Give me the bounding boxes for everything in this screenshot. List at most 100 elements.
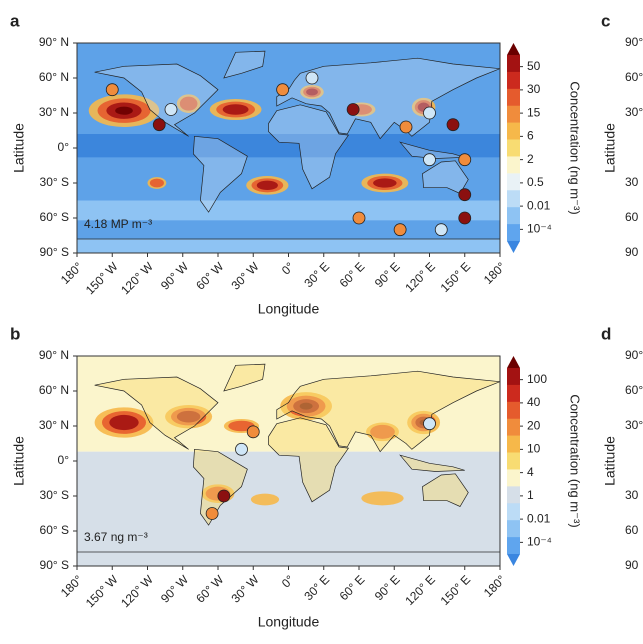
hotspot [361, 491, 404, 506]
hotspot [222, 104, 249, 115]
x-tick-label: 150° E [438, 572, 473, 607]
x-axis-title: Longitude [258, 301, 320, 317]
sample-site [458, 153, 472, 167]
south-band [77, 200, 500, 221]
sample-site [246, 425, 260, 439]
y-tick-label: 60 [625, 210, 639, 224]
y-tick-label: 60° N [39, 383, 69, 397]
y-tick-label: 30° [625, 105, 643, 119]
x-tick-label: 150° W [83, 259, 121, 297]
y-tick-label: 90° N [39, 348, 69, 362]
x-tick-label: 60° W [193, 259, 227, 293]
antarctica [77, 551, 500, 566]
x-tick-label: 150° W [83, 572, 121, 610]
y-tick-label: 30 [625, 175, 639, 189]
colorbar-segment [507, 156, 520, 174]
hotspot [149, 178, 164, 188]
colorbar-segment [507, 435, 520, 453]
x-tick-label: 90° E [372, 259, 403, 290]
colorbar-segment [507, 503, 520, 521]
sample-site [217, 489, 231, 503]
y-tick-label: 0° [58, 453, 70, 467]
colorbar-segment [507, 537, 520, 555]
y-axis-title: Latitude [602, 123, 618, 173]
sample-site [352, 211, 366, 225]
sample-site [434, 223, 448, 237]
x-tick-label: 90° W [158, 572, 192, 606]
hotspot [250, 493, 280, 506]
y-tick-label: 90° N [39, 35, 69, 49]
sample-site [205, 507, 219, 520]
x-tick-label: 0° [279, 572, 297, 590]
x-tick-label: 120° W [118, 572, 156, 610]
y-tick-label: 30° S [40, 488, 69, 502]
x-tick-label: 30° E [301, 259, 332, 290]
colorbar-tick-label: 0.01 [527, 511, 551, 525]
sample-site [458, 211, 472, 225]
coastline [94, 376, 219, 450]
colorbar-tick-label: 6 [527, 129, 534, 143]
colorbar-tick-label: 30 [527, 82, 541, 96]
x-tick-label: 120° W [118, 259, 156, 297]
sample-site [276, 83, 290, 97]
x-tick-label: 30° E [301, 572, 332, 603]
colorbar-segment [507, 55, 520, 73]
hotspot [370, 424, 395, 439]
colorbar-tick-label: 15 [527, 105, 541, 119]
colorbar-segment [507, 368, 520, 386]
colorbar-segment [507, 520, 520, 538]
coastline [94, 63, 219, 137]
colorbar-extend-top [507, 43, 520, 55]
hotspot [109, 414, 139, 431]
map [77, 43, 500, 253]
colorbar-tick-label: 100 [527, 372, 547, 386]
colorbar-segment [507, 139, 520, 157]
hotspot [176, 410, 201, 423]
coastline [422, 473, 469, 507]
colorbar-segment [507, 190, 520, 208]
panel-label: a [10, 11, 20, 30]
colorbar-tick-label: 2 [527, 152, 534, 166]
coastline [276, 370, 500, 453]
sample-site [458, 188, 472, 202]
colorbar-tick-label: 10⁻⁴ [527, 222, 552, 236]
map [77, 356, 500, 566]
colorbar-tick-label: 0.5 [527, 175, 544, 189]
y-tick-label: 90° S [40, 245, 69, 259]
map-annotation: 3.67 ng m⁻³ [84, 530, 148, 544]
y-tick-label: 90° [625, 348, 643, 362]
panel-label: c [601, 11, 610, 30]
x-tick-label: 90° E [372, 572, 403, 603]
y-axis-title: Latitude [602, 436, 618, 486]
y-axis-title: Latitude [11, 436, 27, 486]
x-tick-label: 30° W [229, 259, 263, 293]
x-tick-label: 30° W [229, 572, 263, 606]
x-tick-label: 60° E [337, 572, 368, 603]
x-tick-label: 0° [279, 259, 297, 277]
colorbar-segment [507, 71, 520, 90]
colorbar-tick-label: 4 [527, 465, 534, 479]
colorbar-extend-bottom [507, 241, 520, 253]
hotspot [179, 96, 198, 111]
panel-label: d [601, 324, 611, 343]
sample-site [399, 120, 413, 134]
x-tick-label: 180° [58, 572, 86, 600]
y-tick-label: 90 [625, 245, 639, 259]
colorbar-segment [507, 224, 520, 242]
colorbar-segment [507, 418, 520, 436]
sample-site [423, 417, 436, 431]
y-tick-label: 90 [625, 558, 639, 572]
colorbar-extend-top [507, 356, 520, 368]
colorbar-tick-label: 40 [527, 395, 541, 409]
x-tick-label: 180° [481, 259, 509, 287]
colorbar-title: Concentration (ng m⁻³) [568, 81, 583, 214]
map-annotation: 4.18 MP m⁻³ [84, 217, 152, 231]
colorbar-segment [507, 173, 520, 191]
colorbar-tick-label: 0.01 [527, 198, 551, 212]
sample-site [423, 106, 436, 120]
y-tick-label: 60 [625, 523, 639, 537]
x-tick-label: 90° W [158, 259, 192, 293]
y-tick-label: 60° S [40, 523, 69, 537]
colorbar-tick-label: 10 [527, 442, 541, 456]
